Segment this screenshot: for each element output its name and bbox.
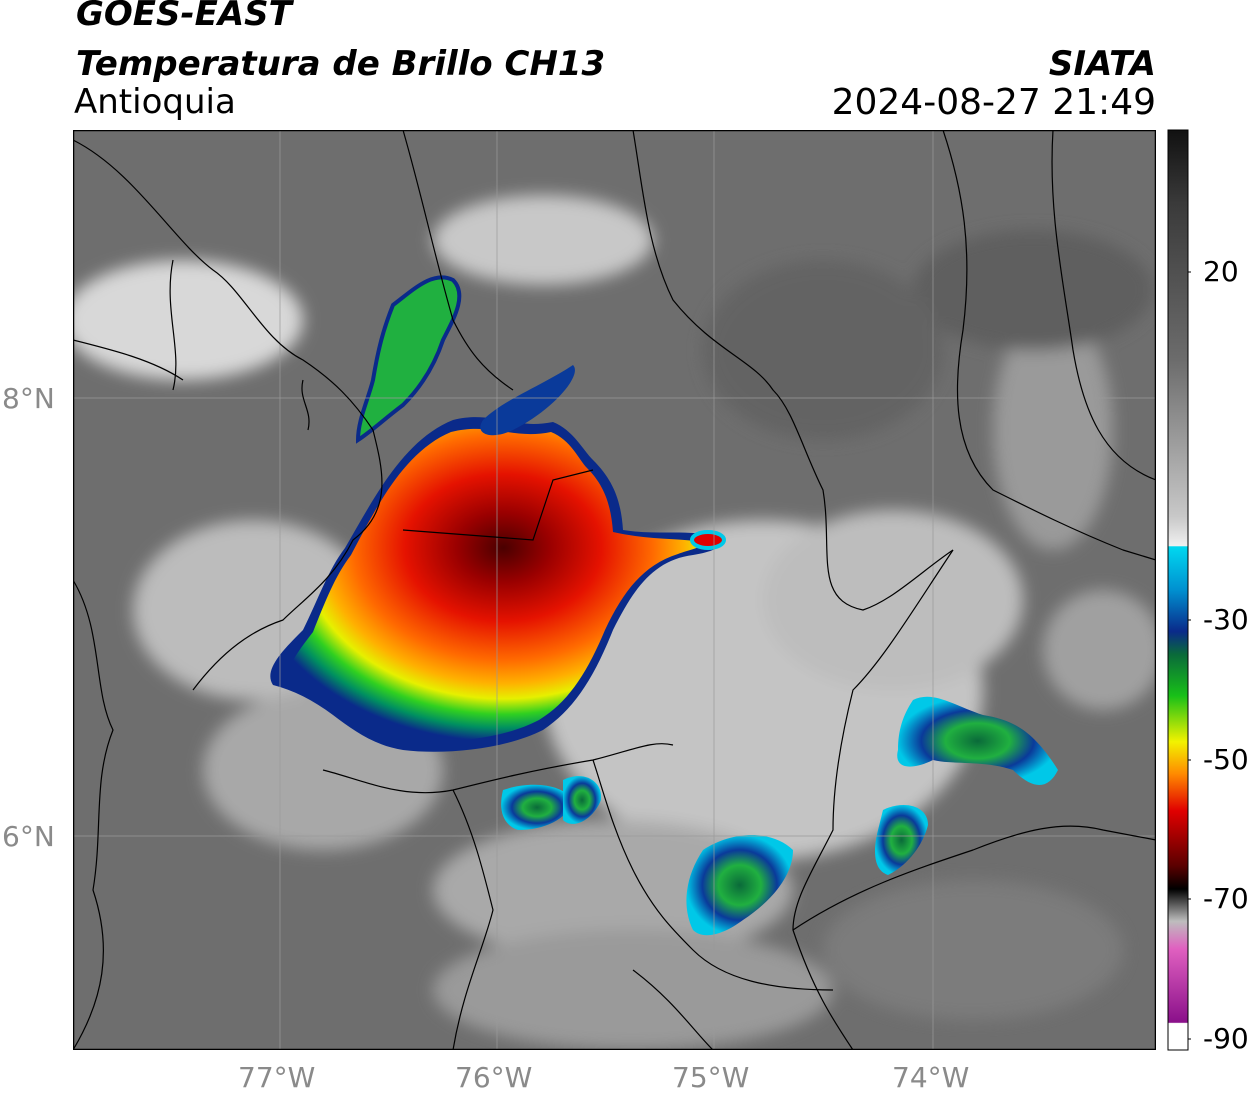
datetime-label: 2024-08-27 21:49 <box>831 82 1156 123</box>
lon-tick-74w: 74°W <box>892 1061 970 1094</box>
satellite-title: GOES-EAST <box>76 0 292 34</box>
colorbar-tick-minus50: -50 <box>1203 743 1249 776</box>
temperature-colorbar <box>1167 129 1191 1051</box>
gridlines <box>73 130 1156 1050</box>
central-cells <box>501 776 602 830</box>
brightness-temperature-map <box>73 130 1156 1050</box>
boundaries <box>73 130 1156 1050</box>
colorbar-tick-20: 20 <box>1203 255 1239 288</box>
region-title: Antioquia <box>74 82 236 122</box>
map-border <box>73 130 1156 1050</box>
eastern-cell <box>897 696 1058 785</box>
organization-label: SIATA <box>1048 44 1156 84</box>
product-title: Temperatura de Brillo CH13 <box>76 44 606 84</box>
colorbar-tick-minus90: -90 <box>1203 1022 1249 1055</box>
main-convective-system <box>270 275 726 752</box>
lat-tick-6n: 6°N <box>2 820 55 853</box>
southeast-cell <box>875 805 928 875</box>
colorbar-tick-minus30: -30 <box>1203 603 1249 636</box>
lat-tick-8n: 8°N <box>2 382 55 415</box>
lon-tick-76w: 76°W <box>455 1061 533 1094</box>
lon-tick-75w: 75°W <box>672 1061 750 1094</box>
southern-cell <box>686 835 793 936</box>
lon-tick-77w: 77°W <box>238 1061 316 1094</box>
colorbar-fill <box>1167 129 1189 1051</box>
colorbar-tick-minus70: -70 <box>1203 882 1249 915</box>
